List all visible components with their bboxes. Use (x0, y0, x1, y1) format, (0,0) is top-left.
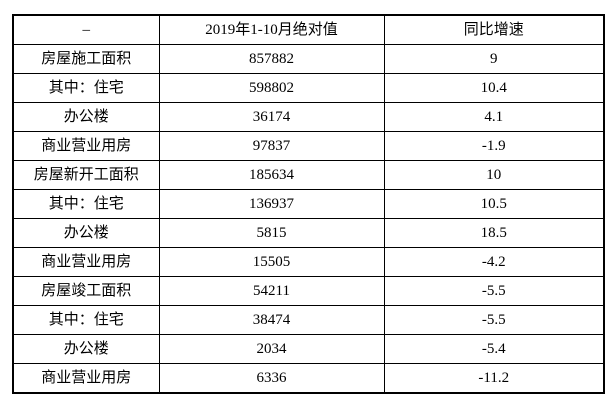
row-value: 185634 (158, 160, 385, 190)
row-label: 商业营业用房 (12, 131, 160, 161)
table-row: 商业营业用房 97837 -1.9 (12, 131, 605, 161)
table-body: 房屋施工面积 857882 9 其中：住宅 598802 10.4 办公楼 36… (12, 44, 605, 394)
header-dash: – (12, 14, 160, 45)
row-growth: -1.9 (383, 131, 605, 161)
row-value: 2034 (158, 334, 385, 364)
row-value: 97837 (158, 131, 385, 161)
table-row: 办公楼 2034 -5.4 (12, 334, 605, 364)
row-label: 办公楼 (12, 218, 160, 248)
table-row: 房屋竣工面积 54211 -5.5 (12, 276, 605, 306)
row-value: 6336 (158, 363, 385, 394)
table-row: 房屋施工面积 857882 9 (12, 44, 605, 74)
row-label: 房屋施工面积 (12, 44, 160, 74)
row-value: 598802 (158, 73, 385, 103)
stats-table: – 2019年1-10月绝对值 同比增速 房屋施工面积 857882 9 其中：… (12, 14, 605, 394)
row-label: 房屋新开工面积 (12, 160, 160, 190)
row-growth: 18.5 (383, 218, 605, 248)
header-yoy-growth: 同比增速 (383, 14, 605, 45)
row-label: 办公楼 (12, 334, 160, 364)
row-value: 38474 (158, 305, 385, 335)
row-growth: 10.4 (383, 73, 605, 103)
row-growth: 10.5 (383, 189, 605, 219)
row-label: 商业营业用房 (12, 363, 160, 394)
header-row: – 2019年1-10月绝对值 同比增速 (12, 14, 605, 45)
table-row: 办公楼 36174 4.1 (12, 102, 605, 132)
row-value: 15505 (158, 247, 385, 277)
row-value: 136937 (158, 189, 385, 219)
table-row: 商业营业用房 6336 -11.2 (12, 363, 605, 394)
table-row: 其中：住宅 38474 -5.5 (12, 305, 605, 335)
row-label: 办公楼 (12, 102, 160, 132)
row-value: 5815 (158, 218, 385, 248)
table-row: 商业营业用房 15505 -4.2 (12, 247, 605, 277)
row-label: 房屋竣工面积 (12, 276, 160, 306)
row-growth: -4.2 (383, 247, 605, 277)
row-label: 其中：住宅 (12, 73, 160, 103)
row-growth: -11.2 (383, 363, 605, 394)
table-row: 房屋新开工面积 185634 10 (12, 160, 605, 190)
row-label: 商业营业用房 (12, 247, 160, 277)
row-growth: 10 (383, 160, 605, 190)
table-row: 其中：住宅 136937 10.5 (12, 189, 605, 219)
row-label: 其中：住宅 (12, 305, 160, 335)
table-row: 办公楼 5815 18.5 (12, 218, 605, 248)
table-container: – 2019年1-10月绝对值 同比增速 房屋施工面积 857882 9 其中：… (12, 14, 605, 394)
row-label: 其中：住宅 (12, 189, 160, 219)
row-value: 36174 (158, 102, 385, 132)
row-value: 857882 (158, 44, 385, 74)
row-growth: -5.4 (383, 334, 605, 364)
row-value: 54211 (158, 276, 385, 306)
row-growth: 4.1 (383, 102, 605, 132)
row-growth: 9 (383, 44, 605, 74)
table-header: – 2019年1-10月绝对值 同比增速 (12, 14, 605, 45)
row-growth: -5.5 (383, 305, 605, 335)
header-absolute-value: 2019年1-10月绝对值 (158, 14, 385, 45)
row-growth: -5.5 (383, 276, 605, 306)
table-row: 其中：住宅 598802 10.4 (12, 73, 605, 103)
